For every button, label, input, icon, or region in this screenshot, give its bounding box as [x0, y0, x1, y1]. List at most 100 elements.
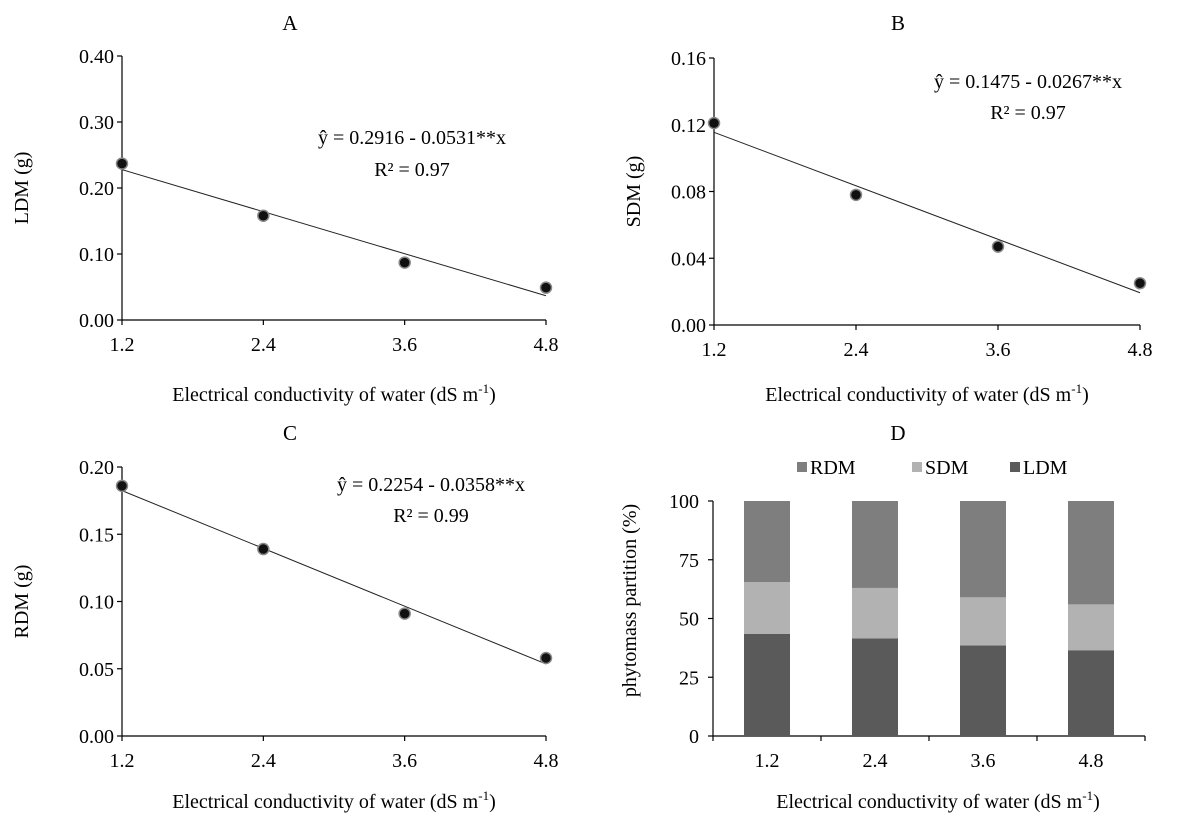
legend-label-ldm: LDM: [1023, 457, 1068, 479]
y-tick-label: 0.05: [79, 659, 114, 681]
x-axis-label: Electrical conductivity of water (dS m-1…: [776, 788, 1100, 813]
data-point: [1133, 277, 1147, 290]
x-tick-label: 3.6: [392, 334, 417, 356]
x-axis-label-close: ): [489, 384, 496, 406]
y-tick-label: 0.00: [79, 726, 114, 748]
x-tick-label: 2.4: [251, 750, 276, 772]
bar-segment-sdm: [744, 582, 790, 634]
chart-panel-c: C 0.00 0.05 0.10 0.15 0.20 1.2 2.4 3.6 4.8 ŷ = 0.2…: [11, 421, 559, 813]
data-point: [398, 256, 411, 269]
y-axis-label: RDM (g): [11, 565, 33, 639]
data-point: [539, 281, 553, 294]
x-axis-label-main: Electrical conductivity of water (dS m: [172, 384, 478, 406]
data-point: [115, 479, 129, 493]
panel-title: A: [282, 11, 298, 35]
x-axis-label-sup: -1: [1082, 788, 1093, 803]
x-tick-label: 1.2: [110, 334, 135, 356]
trend-line: [713, 131, 1141, 294]
bar-segment-sdm: [852, 587, 898, 639]
x-axis-label-close: ): [1093, 791, 1100, 813]
y-tick-label: 0: [689, 726, 699, 748]
bar-segment-ldm: [852, 638, 898, 736]
bar-segment-rdm: [1068, 501, 1114, 605]
legend-label-rdm: RDM: [810, 457, 856, 479]
bar-segment-rdm: [960, 501, 1006, 598]
x-tick-label: 1.2: [702, 339, 727, 361]
bar-segment-sdm: [1068, 604, 1114, 651]
x-axis-label-close: ): [1082, 384, 1089, 406]
y-tick-label: 0.04: [671, 248, 706, 270]
regression-equation: ŷ = 0.2916 - 0.0531**x: [318, 127, 506, 149]
legend-swatch-rdm: [797, 462, 807, 472]
x-tick-label: 4.8: [1079, 750, 1104, 772]
x-axis-label-sup: -1: [478, 788, 489, 803]
bar-segment-rdm: [852, 501, 898, 588]
y-tick-label: 100: [669, 491, 699, 513]
chart-panel-d: D RDM SDM LDM 0 25 50 75 100 1.2 2.4 3.6 4.8 phytomas…: [619, 421, 1146, 813]
x-axis-label-main: Electrical conductivity of water (dS m: [172, 791, 478, 813]
r-squared-label: R² = 0.97: [374, 159, 450, 181]
x-tick-label: 3.6: [392, 750, 417, 772]
bar-segment-sdm: [960, 597, 1006, 646]
y-tick-label: 0.30: [79, 112, 114, 134]
x-tick-label: 2.4: [251, 334, 276, 356]
x-tick-label: 2.4: [863, 750, 888, 772]
legend-label-sdm: SDM: [925, 457, 969, 479]
y-tick-label: 0.15: [79, 524, 114, 546]
trend-line: [121, 490, 547, 665]
trend-line: [121, 169, 547, 297]
r-squared-label: R² = 0.99: [393, 505, 469, 527]
x-tick-label: 4.8: [534, 334, 559, 356]
x-axis-label: Electrical conductivity of water (dS m-1…: [765, 381, 1089, 406]
x-tick-label: 1.2: [110, 750, 135, 772]
y-axis-label: SDM (g): [623, 156, 645, 228]
x-tick-label: 3.6: [971, 750, 996, 772]
y-tick-label: 0.10: [79, 592, 114, 614]
data-point: [115, 157, 129, 170]
y-tick-label: 0.08: [671, 182, 706, 204]
y-tick-label: 0.00: [79, 310, 114, 332]
y-tick-label: 25: [679, 667, 699, 689]
data-point: [257, 209, 270, 222]
bar-segment-rdm: [744, 501, 790, 583]
data-point: [257, 542, 270, 556]
bar-segment-ldm: [1068, 650, 1114, 736]
data-point: [539, 651, 553, 665]
panel-title: D: [890, 421, 905, 445]
y-tick-label: 0.20: [79, 457, 114, 479]
x-axis-label: Electrical conductivity of water (dS m-1…: [172, 381, 496, 406]
y-axis-label: phytomass partition (%): [619, 504, 641, 697]
y-tick-label: 0.00: [671, 315, 706, 337]
x-tick-label: 4.8: [1128, 339, 1153, 361]
data-point: [398, 607, 411, 620]
x-axis-label-main: Electrical conductivity of water (dS m: [776, 791, 1082, 813]
x-axis-label-sup: -1: [1071, 381, 1082, 396]
x-tick-label: 1.2: [755, 750, 780, 772]
chart-panel-b: B 0.00 0.04 0.08 0.12 0.16 1.2 2.4 3.6 4.8 ŷ = 0.1…: [623, 11, 1153, 406]
chart-panel-a: A 0.00 0.10 0.20 0.30 0.40 1.2 2.4 3.6 4.8 ŷ = 0.2…: [11, 11, 559, 406]
y-tick-label: 0.40: [79, 46, 114, 68]
panel-title: C: [283, 421, 297, 445]
r-squared-label: R² = 0.97: [990, 102, 1066, 124]
y-tick-label: 75: [679, 550, 699, 572]
data-point: [707, 116, 721, 130]
legend-swatch-ldm: [1010, 462, 1020, 472]
y-axis-label: LDM (g): [11, 152, 33, 225]
y-tick-label: 0.12: [671, 115, 706, 137]
y-tick-label: 0.20: [79, 178, 114, 200]
regression-equation: ŷ = 0.2254 - 0.0358**x: [337, 474, 525, 496]
y-tick-label: 0.16: [671, 48, 706, 70]
y-tick-label: 50: [679, 609, 699, 631]
x-tick-label: 4.8: [534, 750, 559, 772]
x-axis-label-sup: -1: [478, 381, 489, 396]
data-point: [849, 188, 863, 202]
legend-swatch-sdm: [912, 462, 922, 472]
bar-segment-ldm: [744, 633, 790, 736]
x-axis-label: Electrical conductivity of water (dS m-1…: [172, 788, 496, 813]
data-point: [991, 240, 1005, 253]
y-tick-label: 0.10: [79, 244, 114, 266]
bar-segment-ldm: [960, 645, 1006, 736]
panel-title: B: [891, 11, 905, 35]
regression-equation: ŷ = 0.1475 - 0.0267**x: [934, 71, 1122, 93]
